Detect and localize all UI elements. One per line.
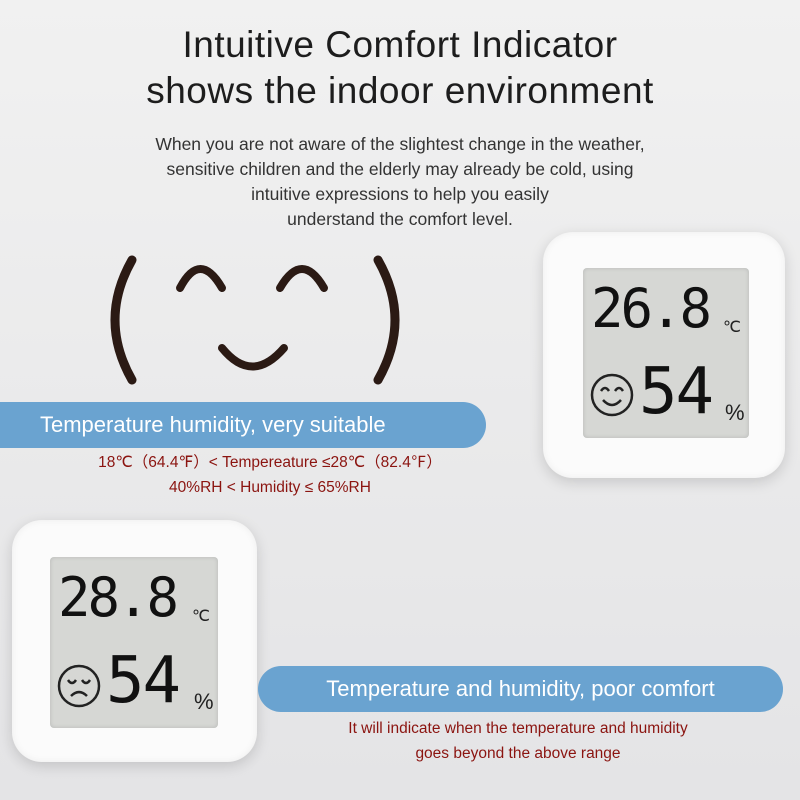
poor-comfort-note: It will indicate when the temperature an… (268, 716, 768, 766)
page-title: Intuitive Comfort Indicator shows the in… (0, 22, 800, 114)
temperature-unit: ℃ (192, 608, 210, 625)
smiling-face-icon (110, 255, 400, 385)
comfort-label: Temperature humidity, very suitable (0, 402, 486, 448)
temperature-range: 18℃（64.4℉）< Tempereature ≤28℃（82.4℉） (98, 454, 442, 471)
temperature-reading: 26.8 (591, 277, 712, 340)
device-comfortable: 26.8 ℃ 54 % (543, 232, 785, 478)
description-line: When you are not aware of the slightest … (155, 134, 645, 154)
description-line: sensitive children and the elderly may a… (166, 159, 634, 179)
humidity-reading: 54 (639, 355, 714, 429)
lcd-screen: 26.8 ℃ 54 % (583, 268, 749, 438)
happy-face-icon (590, 373, 634, 417)
title-line-1: Intuitive Comfort Indicator (182, 24, 618, 65)
note-line: goes beyond the above range (415, 745, 621, 762)
device-poor: 28.8 ℃ 54 % (12, 520, 257, 762)
sad-face-icon (57, 664, 101, 708)
description: When you are not aware of the slightest … (0, 132, 800, 232)
left-eye (176, 265, 226, 292)
temperature-unit: ℃ (723, 319, 741, 336)
note-line: It will indicate when the temperature an… (348, 720, 688, 737)
temperature-reading: 28.8 (58, 566, 179, 629)
description-line: understand the comfort level. (287, 209, 513, 229)
poor-comfort-label: Temperature and humidity, poor comfort (258, 666, 783, 712)
humidity-unit: % (194, 689, 214, 714)
lcd-screen: 28.8 ℃ 54 % (50, 557, 218, 728)
mouth (218, 344, 288, 371)
description-line: intuitive expressions to help you easily (251, 184, 549, 204)
humidity-unit: % (725, 400, 745, 425)
title-line-2: shows the indoor environment (146, 70, 654, 111)
right-eye (276, 265, 328, 292)
right-paren (373, 255, 400, 385)
left-paren (110, 255, 137, 385)
humidity-range: 40%RH < Humidity ≤ 65%RH (169, 479, 371, 496)
humidity-reading: 54 (106, 644, 181, 718)
comfort-range: 18℃（64.4℉）< Tempereature ≤28℃（82.4℉） 40%… (30, 450, 510, 500)
